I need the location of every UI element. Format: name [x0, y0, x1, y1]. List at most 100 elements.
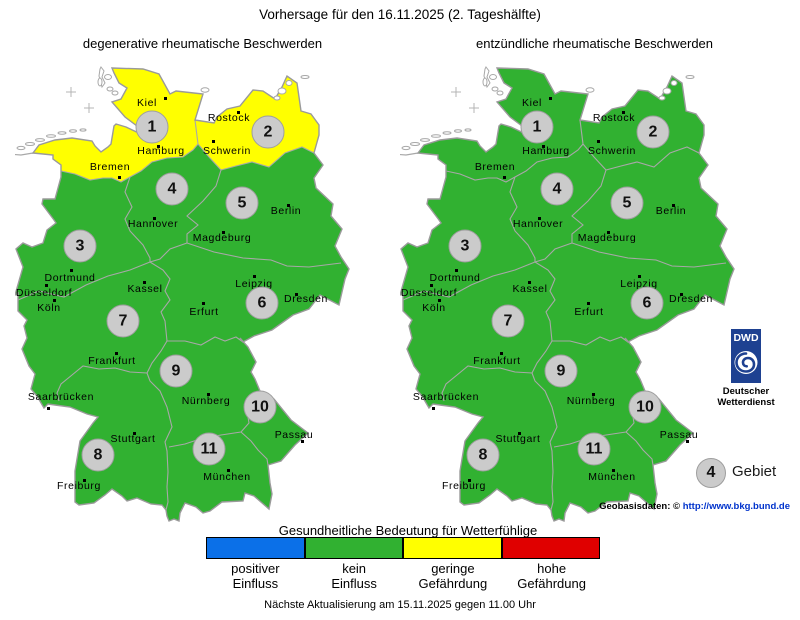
country-outline [400, 67, 735, 522]
city-label: Kiel [522, 97, 542, 109]
city-dot [430, 284, 433, 287]
region-number-badge: 7 [491, 304, 525, 338]
city-label: Dresden [669, 293, 713, 305]
legend-segment-kein [305, 538, 404, 558]
city-label: Dortmund [429, 272, 481, 284]
region-number-badge: 3 [63, 229, 97, 263]
city-dot [686, 440, 689, 443]
legend-title: Gesundheitliche Bedeutung für Wetterfühl… [278, 523, 538, 538]
region-key-label: Gebiet [732, 463, 777, 480]
city-label: Rostock [592, 112, 636, 124]
city-dot [47, 407, 50, 410]
city-dot [549, 97, 552, 100]
region-number-badge: 10 [243, 390, 277, 424]
neighbor-coastline [400, 152, 419, 156]
city-dot [164, 97, 167, 100]
region-number-badge: 3 [448, 229, 482, 263]
legend-label-line1: positiver [231, 561, 280, 576]
legend-bar [206, 537, 600, 559]
city-label: Kiel [137, 97, 157, 109]
city-dot [612, 469, 615, 472]
map-left-subtitle: degenerative rheumatische Beschwerden [82, 36, 323, 51]
city-label: Magdeburg [192, 232, 252, 244]
city-label: Bremen [89, 161, 131, 173]
dwd-logo-text: DWD [733, 332, 758, 344]
map-right-subtitle: entzündliche rheumatische Beschwerden [475, 36, 714, 51]
city-label: Stuttgart [110, 433, 156, 445]
region-number-badge: 11 [577, 432, 611, 466]
city-label: Rostock [207, 112, 251, 124]
city-dot [503, 176, 506, 179]
city-dot [468, 479, 471, 482]
city-label: Erfurt [574, 306, 604, 318]
city-dot [528, 281, 531, 284]
city-dot [438, 299, 441, 302]
city-label: Düsseldorf [15, 287, 73, 299]
region-number-badge: 5 [225, 186, 259, 220]
city-label: Hamburg [137, 145, 185, 157]
geodata-credits: Geobasisdaten: © http://www.bkg.bund.de [400, 501, 790, 512]
islands [16, 66, 310, 151]
city-label: München [588, 471, 636, 483]
country-outline [15, 67, 350, 522]
region-number-badge: 6 [630, 286, 664, 320]
city-dot [70, 269, 73, 272]
org-name-line1: Deutscher [722, 386, 770, 397]
city-dot [237, 111, 240, 114]
city-dot [542, 145, 545, 148]
region-number-badge: 5 [610, 186, 644, 220]
legend-label-line2: Einfluss [232, 576, 279, 591]
region-number-badge: 8 [81, 438, 115, 472]
city-label: Schwerin [588, 145, 636, 157]
legend-label-line1: geringe [431, 561, 475, 576]
city-dot [597, 140, 600, 143]
city-dot [253, 275, 256, 278]
city-dot [133, 432, 136, 435]
city-label: Kassel [127, 283, 163, 295]
city-dot [301, 440, 304, 443]
region-number-badge: 10 [628, 390, 662, 424]
legend-label-line2: Gefährdung [517, 576, 586, 591]
city-label: Saarbrücken [27, 391, 95, 403]
map-inflammatory-complaints: Kiel Rostock Hamburg Schwerin Bremen Hannover… [400, 65, 740, 525]
city-dot [118, 176, 121, 179]
city-label: Nürnberg [566, 395, 616, 407]
city-dot [143, 281, 146, 284]
legend-segment-gering [404, 538, 503, 558]
city-label: Passau [274, 429, 314, 441]
legend-label-line2: Gefährdung [418, 576, 488, 591]
legend-label-gering: geringe Gefährdung [404, 561, 503, 591]
city-dot [202, 302, 205, 305]
city-dot [153, 217, 156, 220]
region-number-badge: 7 [106, 304, 140, 338]
city-label: Schwerin [203, 145, 251, 157]
city-dot [287, 204, 290, 207]
grid-cross-marks [451, 87, 479, 113]
city-label: Magdeburg [577, 232, 637, 244]
city-label: Köln [422, 302, 446, 314]
spiral-icon [735, 352, 756, 373]
city-dot [212, 140, 215, 143]
city-label: Saarbrücken [412, 391, 480, 403]
city-dot [432, 407, 435, 410]
islands [401, 66, 695, 151]
city-label: Frankfurt [473, 355, 521, 367]
city-dot [157, 145, 160, 148]
city-dot [622, 111, 625, 114]
city-dot [45, 284, 48, 287]
city-dot [455, 269, 458, 272]
city-label: Kassel [512, 283, 548, 295]
city-dot [500, 352, 503, 355]
org-name: Deutscher Wetterdienst [701, 386, 791, 408]
bkg-link[interactable]: http://www.bkg.bund.de [682, 501, 790, 512]
neighbor-coastline [15, 152, 34, 156]
city-label: Dresden [284, 293, 328, 305]
dwd-logo-icon: DWD [731, 329, 761, 383]
region-number-badge: 2 [636, 115, 670, 149]
city-dot [227, 469, 230, 472]
city-label: München [203, 471, 251, 483]
city-label: Hannover [512, 218, 564, 230]
city-label: Erfurt [189, 306, 219, 318]
page-title: Vorhersage für den 16.11.2025 (2. Tagesh… [259, 7, 541, 22]
